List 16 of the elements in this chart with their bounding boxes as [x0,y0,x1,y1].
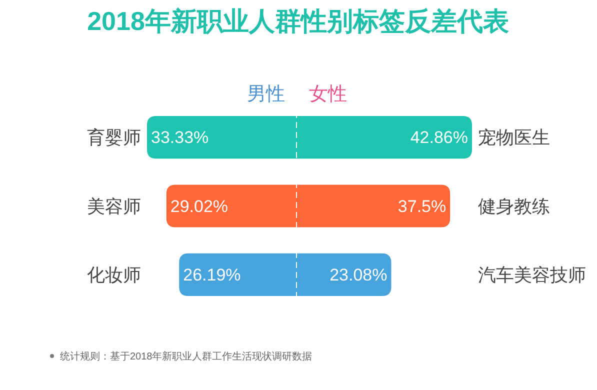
y-tick-label: 汽车美容技师 [478,265,586,285]
series-label: 女性 [309,84,347,105]
y-tick-label: 育婴师 [87,128,141,148]
series-label: 男性 [247,84,285,105]
y-tick-label: 健身教练 [478,196,550,216]
y-tick-label: 宠物医生 [478,128,550,148]
y-tick-label: 美容师 [87,196,141,216]
data-label: 26.19% [183,266,241,285]
data-label: 42.86% [410,128,468,148]
data-label: 29.02% [170,196,228,216]
data-label: 33.33% [151,128,209,148]
text: 统计规则：基于2018年新职业人群工作生活现状调研数据 [60,350,312,362]
data-label: 37.5% [398,196,446,216]
chart-title: 2018年新职业人群性别标签反差代表 [87,6,509,36]
data-label: 23.08% [330,266,388,285]
y-tick-label: 化妆师 [87,265,141,285]
